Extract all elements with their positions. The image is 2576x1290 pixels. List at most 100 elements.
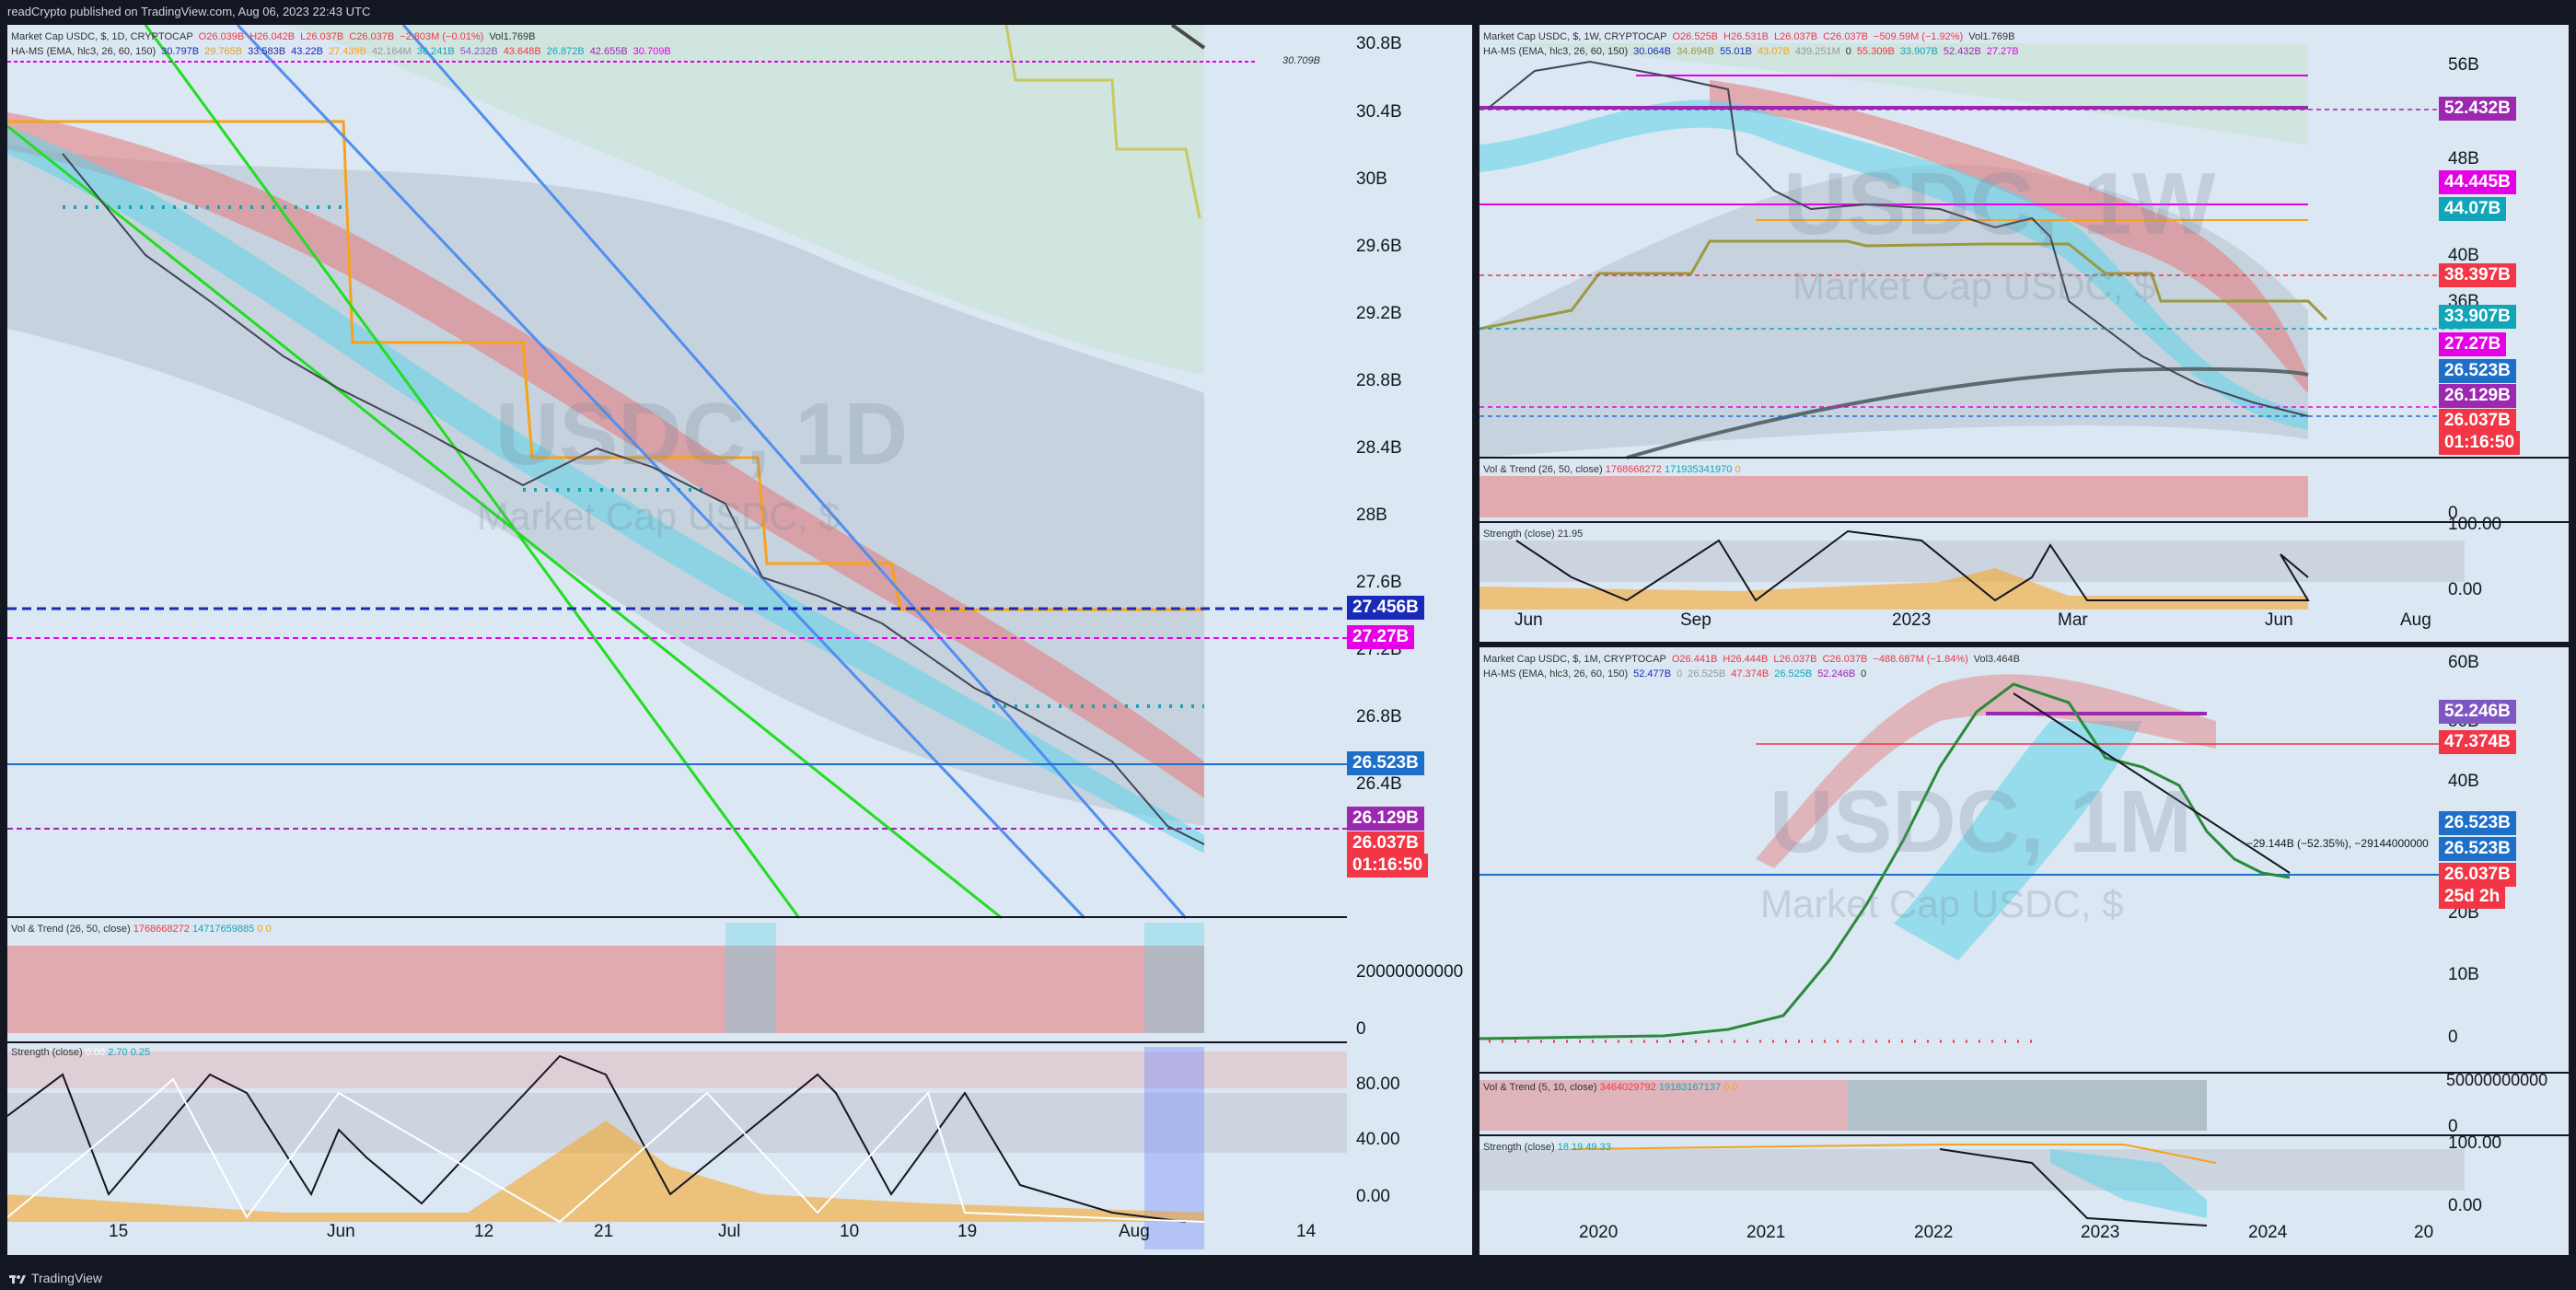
daily-watermark-sub: Market Cap USDC, $ [477,494,841,538]
daily-tag-countdown: 01:16:50 [1347,854,1429,877]
monthly-time-tick: 2021 [1746,1223,1786,1242]
tradingview-logo-icon [9,1275,26,1284]
daily-chart-svg [7,25,1472,1255]
daily-strength-legend: Strength (close) 0.00 2.70 0.25 [11,1047,151,1058]
volume-area [7,946,1204,1033]
monthly-price-tick: 40B [2448,772,2479,791]
daily-time-tick: 14 [1296,1222,1317,1241]
tradingview-brand: TradingView [31,1271,103,1285]
blue-trendline-2 [401,25,1188,919]
publish-header: readCrypto published on TradingView.com,… [0,0,2576,24]
weekly-strength-line [1515,529,2310,602]
monthly-strength-band [1479,1149,2465,1191]
daily-legend-2: HA-MS (EMA, hlc3, 26, 60, 150) 30.797B 29.… [11,46,671,57]
daily-price-tick: 27.6B [1356,573,1402,592]
monthly-chart-pane[interactable]: USDC, 1M Market Cap USDC, $ Market Cap U… [1479,647,2569,1255]
weekly-vol-legend: Vol & Trend (26, 50, close) 1768668272 1… [1483,464,1741,475]
monthly-tag-26523: 26.523B [2439,811,2516,835]
monthly-legend-1: Market Cap USDC, $, 1M, CRYPTOCAP O26.441… [1483,654,2020,665]
daily-tag-26037: 26.037B [1347,831,1424,855]
tradingview-footer: TradingView [0,1267,2576,1290]
weekly-chart-pane[interactable]: USDC, 1W Market Cap USDC, $ Market Cap U… [1479,25,2569,642]
monthly-vol-tick: 0 [2448,1117,2458,1136]
monthly-tag-47374: 47.374B [2439,730,2516,754]
strength-white-line [7,1077,1205,1224]
monthly-legend-2: HA-MS (EMA, hlc3, 26, 60, 150) 52.477B 0 26… [1483,668,1867,680]
daily-time-tick: 12 [474,1222,494,1241]
weekly-tag-52432: 52.432B [2439,97,2516,121]
daily-chart-pane[interactable]: USDC, 1D Market Cap USDC, $ Market Cap U… [7,25,1472,1255]
weekly-tag-26523: 26.523B [2439,359,2516,383]
monthly-red-band [1756,674,2216,868]
monthly-watermark-sub: Market Cap USDC, $ [1760,882,2124,925]
monthly-strength-tick: 100.00 [2448,1133,2502,1153]
daily-strength-tick: 80.00 [1356,1075,1400,1094]
strength-black-line [7,1054,1187,1223]
weekly-strength-legend: Strength (close) 21.95 [1483,529,1584,540]
monthly-strength-legend: Strength (close) 18.19 49.33 [1483,1142,1611,1153]
daily-price-tick: 28B [1356,506,1387,525]
green-trendline-1 [7,124,1003,920]
daily-tag-27456: 27.456B [1347,596,1424,620]
monthly-price-tick: 10B [2448,965,2479,984]
daily-vol-tick: 20000000000 [1356,962,1464,982]
monthly-chart-svg [1479,674,2569,1226]
daily-tag-2727: 27.27B [1347,625,1415,649]
monthly-tag-countdown: 25d 2h [2439,885,2506,909]
monthly-volume [1479,1080,2207,1131]
monthly-vol-legend: Vol & Trend (5, 10, close) 3464029792 19… [1483,1082,1738,1093]
monthly-strength-tick: 0.00 [2448,1196,2482,1215]
monthly-price-trace [1479,682,2291,1040]
daily-line-label: 30.709B [1282,55,1320,66]
weekly-green-cloud [1479,43,2308,145]
weekly-price-tick: 40B [2448,246,2479,265]
weekly-legend-1: Market Cap USDC, $, 1W, CRYPTOCAP O26.525… [1483,31,2015,42]
monthly-time-tick: 20 [2414,1223,2434,1242]
weekly-red-band [1710,80,2308,393]
monthly-time-tick: 2020 [1579,1223,1619,1242]
daily-vol-legend: Vol & Trend (26, 50, close) 1768668272 1… [11,924,272,935]
weekly-price-tick: 0 [2448,504,2458,523]
weekly-tag-26129: 26.129B [2439,384,2516,408]
daily-legend-1: Market Cap USDC, $, 1D, CRYPTOCAP O26.039… [11,31,536,42]
dark-line [1170,25,1206,50]
daily-watermark-title: USDC, 1D [495,385,909,483]
green-trendline-2 [144,25,801,919]
daily-price-tick: 30.4B [1356,102,1402,122]
daily-tag-26523: 26.523B [1347,751,1424,775]
monthly-vol-tick: 50000000000 [2446,1071,2548,1089]
daily-price-tick: 26.4B [1356,774,1402,794]
monthly-trendline [2013,692,2291,874]
daily-price-tick: 30.8B [1356,34,1402,53]
volume-highlight-2 [1144,923,1204,1033]
weekly-tag-33907: 33.907B [2439,305,2516,329]
volume-highlight [725,923,776,1033]
daily-vol-tick: 0 [1356,1019,1366,1039]
monthly-time-tick: 2022 [1914,1223,1954,1242]
price-trace [62,153,1205,845]
yellow-line [1004,25,1201,219]
weekly-watermark-sub: Market Cap USDC, $ [1793,264,2156,308]
daily-price-tick: 29.2B [1356,304,1402,323]
weekly-tag-countdown: 01:16:50 [2439,431,2521,455]
weekly-tag-2727: 27.27B [2439,332,2507,356]
weekly-strength-tick: 100.00 [2448,515,2502,534]
monthly-tag-52246: 52.246B [2439,700,2516,724]
weekly-price-trace [1488,60,2309,417]
weekly-watermark-title: USDC, 1W [1783,155,2216,253]
daily-time-tick: Jul [718,1222,741,1241]
weekly-tag-38397: 38.397B [2439,263,2516,287]
daily-time-tick: 15 [109,1222,129,1241]
daily-time-tick: Aug [1119,1222,1150,1241]
weekly-olive-line [1479,239,2328,331]
monthly-strength-cyan [2050,1149,2207,1218]
daily-time-tick: 21 [594,1222,614,1241]
daily-price-tick: 28.4B [1356,438,1402,458]
monthly-time-tick: 2023 [2081,1223,2120,1242]
daily-price-tick: 28.8B [1356,371,1402,390]
weekly-time-tick: Jun [1514,610,1543,630]
green-cloud [284,25,1204,375]
daily-strength-tick: 0.00 [1356,1187,1390,1206]
monthly-tag-26037: 26.037B [2439,863,2516,887]
daily-price-tick: 29.6B [1356,237,1402,256]
